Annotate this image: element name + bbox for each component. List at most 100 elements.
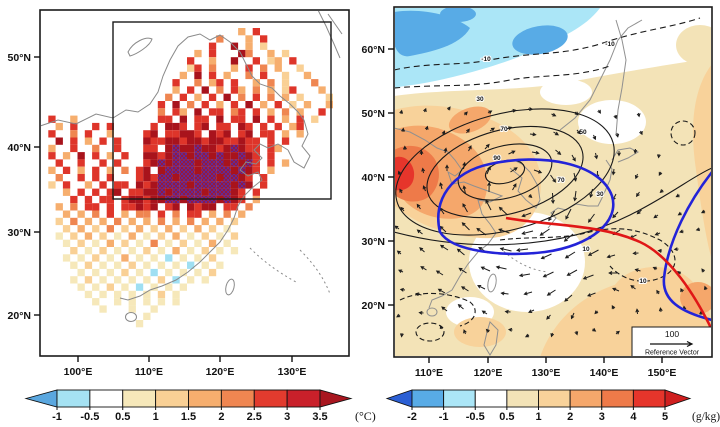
wind-vector-arrow: [498, 206, 508, 216]
wind-vector-arrow: [456, 248, 465, 256]
grid-cell: [77, 225, 85, 233]
wind-vector-arrow: [533, 169, 543, 174]
significance-hatch: [157, 181, 166, 189]
grid-cell: [179, 93, 187, 101]
grid-cell: [245, 101, 253, 109]
grid-cell: [128, 305, 136, 313]
grid-cell: [223, 122, 231, 131]
grid-cell: [252, 108, 260, 116]
ryukyu-islands-dashed: [249, 247, 297, 283]
contour-label: 30: [476, 96, 484, 103]
grid-cell: [208, 71, 217, 80]
wind-vector-arrow: [565, 208, 572, 220]
grid-cell: [267, 159, 275, 167]
grid-cell: [106, 130, 114, 138]
grid-cell: [216, 232, 224, 240]
significance-hatch: [172, 181, 180, 189]
grid-cell: [92, 210, 100, 218]
wind-vector-arrow: [529, 132, 537, 137]
contour-label: 90: [493, 155, 501, 162]
grid-cell: [179, 254, 187, 262]
grid-cell: [165, 137, 173, 145]
reference-vector-arrow-icon: [650, 340, 694, 348]
grid-cell: [201, 115, 209, 123]
grid-cell: [121, 210, 129, 218]
grid-cell: [187, 232, 195, 240]
grid-cell: [187, 130, 195, 138]
colorbar-tick-label: 3.5: [312, 411, 327, 423]
wind-vector-arrow: [571, 154, 576, 162]
wind-vector-arrow: [608, 271, 617, 275]
wind-vector-arrow: [703, 285, 708, 291]
wind-vector-arrow: [597, 109, 601, 114]
grid-cell: [135, 283, 144, 291]
grid-cell: [230, 247, 239, 255]
wind-vector-arrow: [477, 285, 486, 290]
grid-cell: [245, 137, 253, 145]
grid-cell: [157, 108, 166, 116]
significance-hatch: [179, 159, 187, 167]
wind-vector-arrow: [695, 227, 701, 232]
grid-cell: [157, 137, 166, 145]
grid-cell: [150, 268, 158, 277]
wind-vector-arrow: [653, 214, 659, 219]
grid-cell: [172, 232, 180, 240]
grid-cell: [208, 79, 217, 87]
grid-cell: [77, 152, 85, 160]
wind-vector-arrow: [421, 167, 426, 174]
grid-cell: [252, 86, 260, 94]
y-tick-label: 20°N: [8, 310, 31, 322]
grid-cell: [208, 57, 217, 65]
x-tick-label: 120°E: [474, 367, 503, 379]
grid-cell: [223, 225, 231, 233]
grid-cell: [165, 130, 173, 138]
grid-cell: [106, 122, 114, 131]
grid-cell: [55, 137, 63, 145]
colorbar-tick-label: 3: [599, 411, 605, 423]
grid-cell: [223, 144, 231, 153]
wind-vector-arrow: [546, 314, 551, 320]
grid-cell: [165, 254, 173, 262]
grid-cell: [260, 122, 268, 131]
grid-cell: [201, 232, 209, 240]
grid-cell: [135, 166, 144, 174]
grid-cell: [216, 130, 224, 138]
grid-cell: [223, 159, 231, 167]
grid-cell: [121, 254, 129, 262]
grid-cell: [311, 79, 319, 87]
grid-cell: [70, 122, 78, 131]
grid-cell: [150, 203, 158, 211]
wind-vector-arrow: [504, 309, 511, 314]
grid-cell: [238, 188, 246, 196]
grid-cell: [48, 144, 56, 153]
grid-cell: [187, 57, 195, 65]
grid-cell: [296, 93, 304, 101]
grid-cell: [318, 108, 326, 116]
grid-cell: [143, 188, 151, 196]
y-tick-label: 50°N: [8, 52, 31, 64]
grid-cell: [267, 166, 275, 174]
wind-vector-arrow: [441, 130, 446, 136]
wind-vector-arrow: [463, 111, 468, 116]
grid-cell: [92, 203, 100, 211]
significance-hatch: [223, 181, 231, 189]
colorbar-tick-label: 2: [218, 411, 224, 423]
x-tick-label: 130°E: [532, 367, 561, 379]
grid-cell: [303, 71, 312, 80]
wind-vector-arrow: [574, 111, 579, 116]
wind-vector-arrow: [466, 128, 470, 134]
grid-cell: [187, 86, 195, 94]
wind-vector-arrow: [589, 188, 594, 199]
wind-vector-arrow: [511, 108, 517, 113]
grid-cell: [208, 239, 217, 247]
wind-vector-arrow: [437, 288, 446, 294]
wind-vector-arrow: [396, 250, 402, 255]
grid-cell: [208, 225, 217, 233]
grid-cell: [296, 115, 304, 123]
grid-cell: [201, 203, 209, 211]
x-tick-label: 140°E: [590, 367, 619, 379]
wind-vector-arrow: [521, 230, 534, 235]
grid-cell: [128, 290, 136, 299]
wind-vector-arrow: [508, 150, 516, 155]
grid-cell: [62, 188, 71, 196]
